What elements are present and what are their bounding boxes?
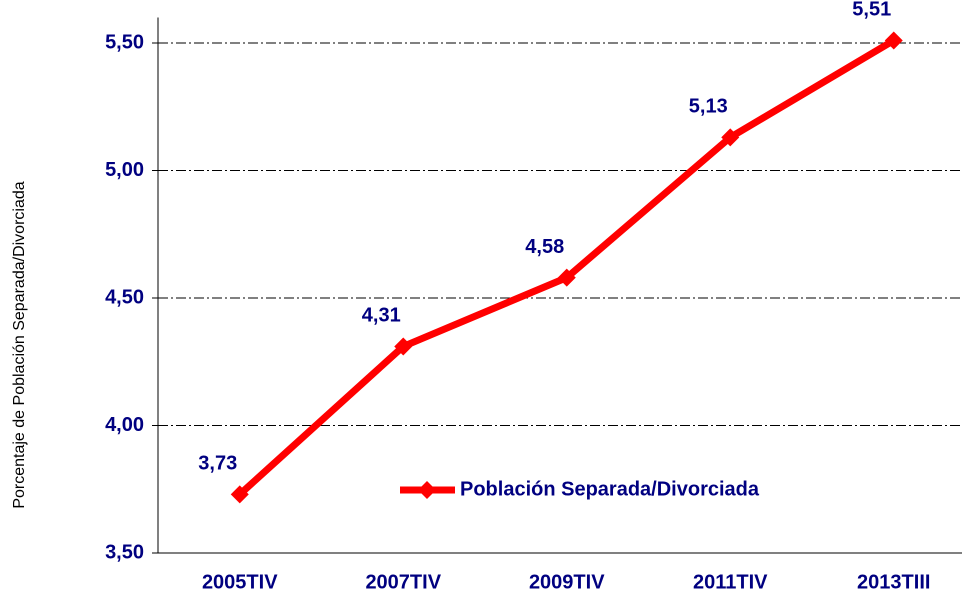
data-marker bbox=[230, 485, 249, 504]
y-tick-label: 3,50 bbox=[105, 541, 144, 563]
data-marker bbox=[884, 31, 903, 50]
y-tick-label: 4,50 bbox=[105, 286, 144, 308]
data-label: 5,51 bbox=[852, 0, 891, 21]
x-tick-label: 2011TIV bbox=[693, 571, 768, 593]
data-marker bbox=[394, 337, 413, 356]
y-tick-label: 5,00 bbox=[105, 159, 144, 181]
x-tick-label: 2007TIV bbox=[365, 571, 441, 593]
y-tick-label: 5,50 bbox=[105, 31, 144, 53]
data-label: 5,13 bbox=[689, 96, 728, 118]
y-axis-label: Porcentaje de Población Separada/Divorci… bbox=[11, 181, 28, 508]
data-marker bbox=[721, 128, 740, 147]
legend-marker bbox=[418, 481, 436, 499]
y-tick-label: 4,00 bbox=[105, 414, 144, 436]
data-line bbox=[237, 37, 896, 497]
x-tick-label: 2005TIV bbox=[202, 571, 278, 593]
x-tick-label: 2009TIV bbox=[529, 571, 605, 593]
data-label: 4,58 bbox=[525, 236, 564, 258]
data-label: 3,73 bbox=[198, 453, 237, 475]
data-marker bbox=[557, 268, 576, 287]
x-tick-label: 2013TIII bbox=[857, 571, 930, 593]
legend-label: Población Separada/Divorciada bbox=[460, 478, 760, 500]
data-label: 4,31 bbox=[362, 305, 401, 327]
